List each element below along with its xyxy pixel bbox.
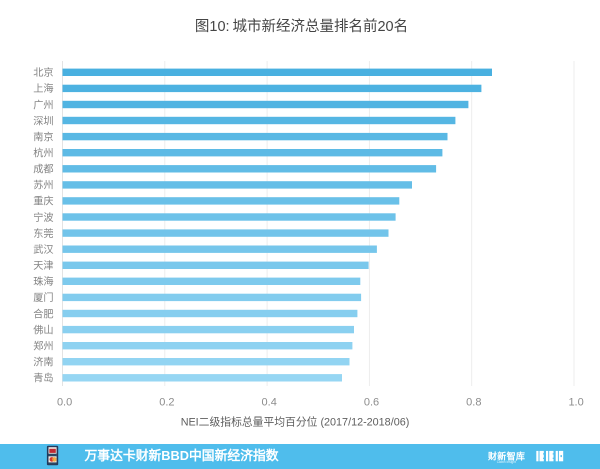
svg-text:0.8: 0.8 — [466, 397, 481, 409]
svg-text:济南: 济南 — [33, 356, 53, 369]
svg-text:青岛: 青岛 — [33, 372, 53, 385]
svg-text:成都: 成都 — [33, 164, 53, 176]
svg-text:苏州: 苏州 — [33, 179, 53, 192]
svg-text:图10: 城市新经济总量排名前20名: 图10: 城市新经济总量排名前20名 — [195, 18, 408, 35]
svg-text:万事达卡财新BBD中国新经济指数: 万事达卡财新BBD中国新经济指数 — [84, 448, 279, 463]
svg-text:上海: 上海 — [33, 82, 53, 95]
svg-text:NEI二级指标总量平均百分位 (2017/12-2018/0: NEI二级指标总量平均百分位 (2017/12-2018/06) — [181, 415, 410, 429]
svg-text:东莞: 东莞 — [33, 227, 53, 240]
svg-text:Caixin Insight: Caixin Insight — [497, 460, 516, 464]
svg-text:佛山: 佛山 — [33, 323, 53, 336]
svg-text:0.4: 0.4 — [262, 397, 277, 409]
svg-text:1.0: 1.0 — [568, 397, 583, 409]
svg-text:宁波: 宁波 — [33, 211, 53, 224]
svg-text:0.0: 0.0 — [57, 397, 72, 409]
svg-text:厦门: 厦门 — [33, 291, 53, 304]
svg-text:北京: 北京 — [33, 66, 53, 79]
svg-text:天津: 天津 — [33, 260, 53, 272]
svg-text:郑州: 郑州 — [33, 340, 53, 353]
svg-text:0.6: 0.6 — [364, 397, 379, 409]
svg-text:合肥: 合肥 — [33, 307, 53, 320]
svg-text:广州: 广州 — [33, 99, 53, 111]
svg-text:重庆: 重庆 — [33, 195, 53, 208]
svg-text:武汉: 武汉 — [33, 243, 53, 256]
svg-text:0.2: 0.2 — [159, 397, 174, 409]
svg-text:珠海: 珠海 — [33, 275, 53, 288]
svg-text:杭州: 杭州 — [33, 147, 53, 160]
svg-text:深圳: 深圳 — [33, 115, 53, 127]
svg-text:财新智库: 财新智库 — [487, 450, 525, 461]
svg-text:南京: 南京 — [33, 130, 53, 143]
